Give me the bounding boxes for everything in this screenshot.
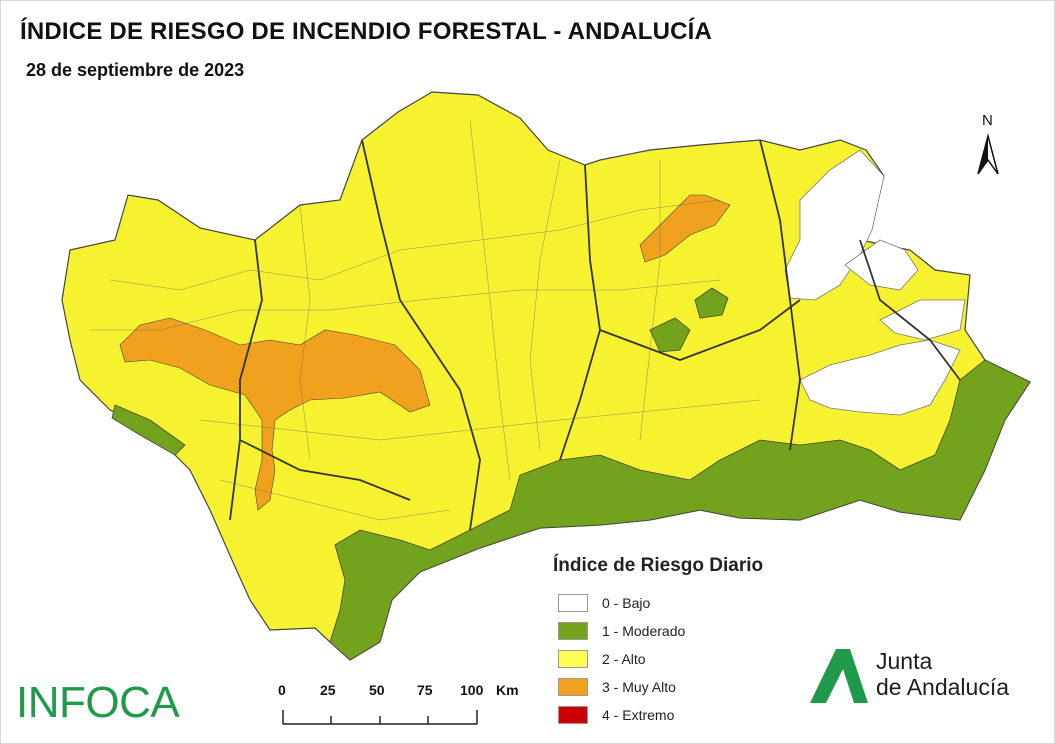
- province-borders: [229, 139, 961, 531]
- legend-item-alto: 2 - Alto: [553, 645, 813, 673]
- municipal-borders: [90, 119, 761, 521]
- scale-bar-line: [282, 710, 478, 725]
- scale-tick-label: 25: [320, 682, 336, 698]
- region-moderado-huelva: [111, 404, 186, 456]
- scale-tick-label: 50: [369, 682, 385, 698]
- region-muy-alto-sevilla: [119, 317, 431, 511]
- scale-unit-label: Km: [496, 682, 519, 698]
- legend-title: Índice de Riesgo Diario: [553, 555, 764, 576]
- junta-andalucia-text: Junta de Andalucía: [876, 648, 1009, 700]
- infoca-logo: INFOCA: [16, 678, 180, 727]
- legend-label: 2 - Alto: [602, 651, 646, 667]
- legend-swatch-moderado: [558, 622, 588, 640]
- scale-tick-label: 0: [278, 682, 286, 698]
- legend-item-moderado: 1 - Moderado: [553, 617, 813, 645]
- scale-tick-label: 75: [417, 682, 433, 698]
- north-arrow-icon: [977, 133, 999, 175]
- region-moderado-jaen: [649, 317, 691, 353]
- legend-label: 3 - Muy Alto: [602, 679, 676, 695]
- north-label: N: [982, 112, 993, 129]
- scale-bar: 0 25 50 75 100 Km: [270, 682, 530, 728]
- junta-line1: Junta: [876, 648, 933, 674]
- region-moderado-coast: [329, 359, 1031, 661]
- junta-andalucia-logo-icon: [810, 649, 868, 703]
- legend-swatch-bajo: [558, 594, 588, 612]
- map-date: 28 de septiembre de 2023: [26, 60, 245, 80]
- legend-label: 1 - Moderado: [602, 623, 686, 639]
- scale-tick-label: 100: [460, 682, 484, 698]
- legend-label: 4 - Extremo: [602, 707, 675, 723]
- junta-line2: de Andalucía: [876, 674, 1010, 700]
- legend-item-bajo: 0 - Bajo: [553, 589, 813, 617]
- region-bajo-1: [784, 149, 885, 301]
- region-moderado-jaen2: [694, 287, 729, 319]
- legend-swatch-muy-alto: [558, 678, 588, 696]
- map-title: ÍNDICE DE RIESGO DE INCENDIO FORESTAL - …: [20, 18, 713, 45]
- legend-item-muy-alto: 3 - Muy Alto: [553, 673, 813, 701]
- legend-swatch-extremo: [558, 706, 588, 724]
- region-bajo-4: [799, 339, 961, 416]
- legend-item-extremo: 4 - Extremo: [553, 701, 813, 729]
- legend-label: 0 - Bajo: [602, 595, 651, 611]
- region-muy-alto-jaen: [639, 194, 731, 263]
- legend-swatch-alto: [558, 650, 588, 668]
- region-bajo-3: [879, 299, 966, 341]
- legend: Índice de Riesgo Diario 0 - Bajo 1 - Mod…: [553, 555, 813, 729]
